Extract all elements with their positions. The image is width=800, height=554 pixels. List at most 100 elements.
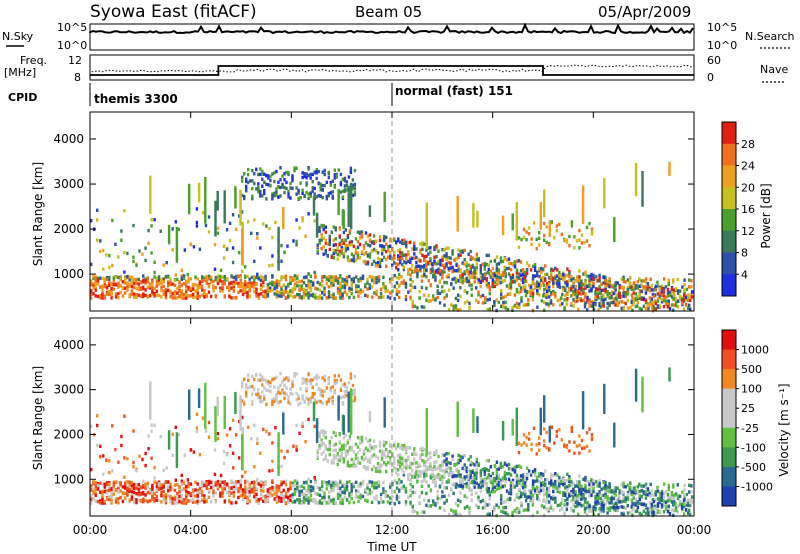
power-cell (257, 187, 260, 191)
velocity-cell (157, 482, 161, 486)
power-cell (212, 279, 215, 284)
power-cell (309, 289, 313, 293)
power-cell (175, 251, 179, 255)
velocity-cell (423, 498, 426, 502)
power-cell (441, 276, 444, 280)
power-cell (352, 279, 356, 284)
power-cell (484, 298, 487, 303)
power-cell (323, 292, 326, 297)
power-cell (325, 277, 328, 282)
power-cell (427, 299, 430, 303)
power-cell (108, 253, 111, 258)
velocity-cell (164, 497, 168, 501)
velocity-cell (393, 461, 396, 466)
power-cell (232, 284, 236, 288)
velocity-cell (622, 505, 625, 509)
velocity-cell (167, 480, 170, 484)
power-cell (293, 166, 296, 170)
power-cell (435, 246, 438, 250)
power-cell (101, 286, 104, 290)
power-cell (389, 237, 392, 241)
power-cell (602, 301, 605, 305)
power-cell (548, 282, 551, 286)
velocity-cell (395, 496, 399, 500)
power-cell (102, 267, 105, 271)
power-cell (626, 306, 630, 310)
velocity-cell (672, 485, 675, 489)
velocity-cell (169, 487, 172, 492)
power-cell (267, 176, 270, 180)
velocity-cell (259, 492, 263, 496)
power-cell (445, 275, 448, 279)
power-cell (128, 282, 131, 286)
power-cell (584, 278, 587, 283)
velocity-cell (180, 500, 183, 505)
power-cell (241, 255, 244, 260)
velocity-cell (420, 491, 424, 495)
power-cell (580, 279, 583, 283)
power-cell (409, 240, 412, 244)
velocity-cell (647, 511, 650, 515)
power-cell (321, 279, 324, 283)
power-cell (142, 278, 145, 282)
velocity-cell (110, 492, 113, 496)
power-cell (343, 283, 347, 287)
power-cell (550, 291, 553, 295)
velocity-cell (302, 481, 306, 485)
power-cell (175, 259, 179, 263)
velocity-cell (171, 501, 174, 505)
velocity-cell (443, 494, 446, 498)
power-cell (153, 291, 156, 296)
power-cell (497, 268, 501, 272)
velocity-cell (364, 436, 368, 441)
power-cell (207, 277, 211, 281)
velocity-cell (373, 484, 376, 488)
power-cell (171, 282, 174, 286)
power-cell (164, 275, 168, 279)
power-cell (416, 274, 419, 279)
power-cell (149, 199, 152, 204)
power-cell (402, 279, 405, 283)
power-cell (178, 281, 181, 285)
power-cell (362, 244, 366, 248)
power-cell (94, 288, 97, 292)
power-cell (313, 219, 316, 223)
power-cell (497, 271, 501, 275)
velocity-cell (663, 482, 666, 486)
power-cell (385, 235, 388, 240)
power-cell (323, 275, 326, 279)
velocity-cell (210, 499, 213, 504)
nsky-tick-top: 10^5 (57, 21, 87, 34)
power-cell (421, 243, 424, 247)
power-cell (495, 262, 499, 267)
power-cell (581, 207, 585, 211)
power-cell (137, 286, 140, 290)
power-cell (147, 241, 150, 246)
velocity-cell (180, 494, 183, 498)
power-cell (469, 255, 472, 259)
power-cell (337, 168, 340, 172)
power-cell (176, 291, 179, 295)
power-cell (201, 288, 204, 292)
velocity-cell (356, 459, 360, 463)
velocity-cell (642, 492, 646, 496)
velocity-cell (309, 498, 313, 502)
power-cell (499, 259, 503, 263)
velocity-cell (538, 491, 541, 496)
velocity-cell (552, 508, 555, 512)
power-cell (210, 275, 213, 279)
power-cell (204, 177, 207, 181)
power-cell (463, 279, 467, 283)
power-cell (493, 280, 497, 284)
power-cell (307, 285, 310, 289)
power-cell (167, 227, 171, 231)
velocity-cell (359, 496, 362, 500)
power-cell (578, 275, 581, 279)
power-cell (347, 218, 350, 222)
power-cell (431, 269, 434, 273)
power-cell (188, 191, 191, 196)
power-cell (379, 291, 383, 296)
power-cell (603, 205, 606, 209)
power-cell (328, 236, 331, 240)
power-cell (274, 220, 277, 224)
